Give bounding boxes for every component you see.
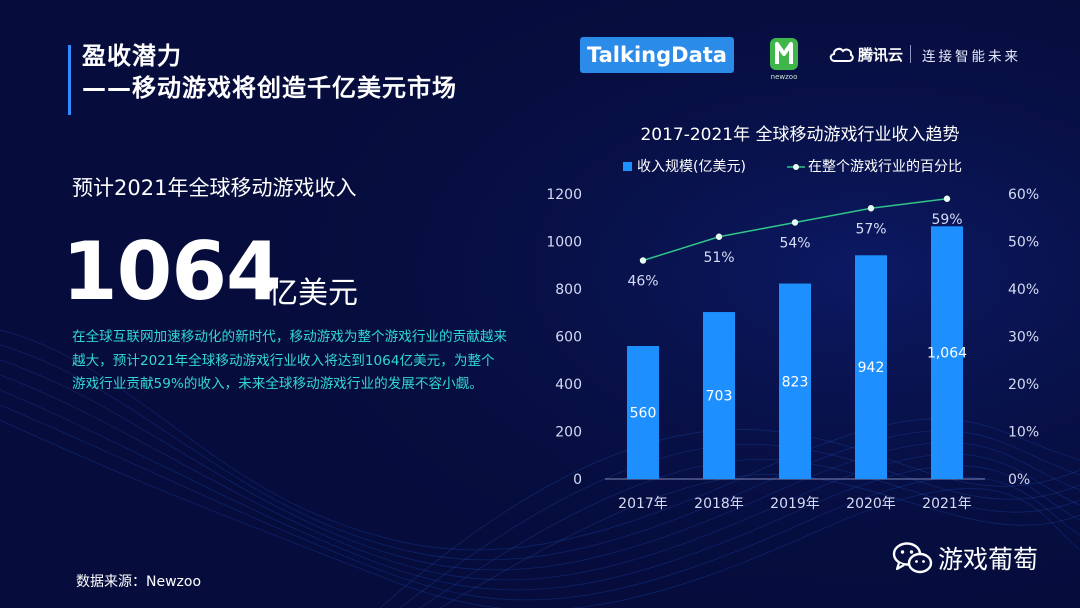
revenue-unit: 亿美元 [268, 276, 358, 311]
legend-label-bar: 收入规模(亿美元) [637, 159, 746, 175]
bar-value-label: 703 [706, 389, 733, 405]
line-value-label: 51% [703, 250, 734, 266]
newzoo-wordmark: newzoo [770, 73, 798, 81]
y-left-tick-label: 1200 [546, 187, 582, 203]
y-right-tick-label: 60% [1008, 187, 1039, 203]
y-left-tick-label: 800 [555, 282, 582, 298]
legend-swatch-bar [623, 162, 632, 171]
line-value-label: 57% [855, 221, 886, 237]
line-point [943, 195, 951, 202]
y-left-tick-label: 200 [555, 425, 582, 441]
x-tick-label: 2021年 [922, 496, 972, 512]
line-point [639, 257, 647, 264]
x-tick-label: 2018年 [694, 496, 744, 512]
wechat-icon [892, 542, 933, 574]
data-source: 数据来源：Newzoo [76, 574, 202, 590]
revenue-chart: 2017-2021年 全球移动游戏行业收入趋势 收入规模(亿美元) 在整个游戏行业… [546, 125, 1039, 512]
y-left-tick-label: 400 [555, 377, 582, 393]
chart-axes: 0 200 400 600 800 1000 1200 0% 10% 20% 30% 40% 50% 60… [546, 187, 1039, 512]
talkingdata-logo: TalkingData [580, 37, 734, 73]
y-right-tick-label: 30% [1008, 330, 1039, 346]
bar-value-label: 1,064 [927, 346, 967, 362]
description-paragraph: 在全球互联网加速移动化的新时代，移动游戏为整个游戏行业的贡献越来越大，预计202… [72, 329, 507, 392]
bar-value-label: 942 [858, 360, 885, 376]
line-value-label: 46% [627, 274, 658, 290]
page-subtitle: ——移动游戏将创造千亿美元市场 [82, 74, 457, 102]
page-title: 盈收潜力 [82, 42, 182, 70]
y-left-tick-label: 600 [555, 330, 582, 346]
y-right-tick-label: 20% [1008, 377, 1039, 393]
title-accent-bar [68, 45, 71, 115]
line-point [867, 205, 875, 212]
bar-series: 560 703 823 942 1,064 [627, 226, 967, 479]
bar-value-label: 823 [782, 374, 809, 390]
y-right-tick-label: 10% [1008, 425, 1039, 441]
legend-marker-line [793, 164, 799, 170]
x-tick-label: 2017年 [618, 496, 668, 512]
forecast-heading: 预计2021年全球移动游戏收入 [72, 176, 357, 200]
cloud-icon [829, 47, 854, 62]
bar [703, 312, 735, 479]
bar [779, 283, 811, 479]
chart-legend: 收入规模(亿美元) 在整个游戏行业的百分比 [623, 159, 962, 175]
y-right-tick-label: 40% [1008, 282, 1039, 298]
y-left-tick-label: 1000 [546, 235, 582, 251]
logo-divider [910, 45, 911, 63]
bar [627, 346, 659, 479]
chart-title: 2017-2021年 全球移动游戏行业收入趋势 [640, 125, 959, 145]
x-tick-label: 2019年 [770, 496, 820, 512]
y-right-tick-label: 0% [1008, 472, 1030, 488]
line-value-label: 59% [931, 212, 962, 228]
line-value-label: 54% [779, 236, 810, 252]
bar [855, 255, 887, 479]
line-series: 46% 51% 54% 57% 59% [627, 195, 963, 290]
y-left-tick-label: 0 [573, 472, 582, 488]
newzoo-logo [770, 38, 798, 70]
revenue-big-number: 1064 [62, 225, 282, 318]
bar [931, 226, 963, 479]
x-tick-label: 2020年 [846, 496, 896, 512]
wechat-account-name: 游戏葡萄 [938, 545, 1039, 574]
bar-value-label: 560 [630, 406, 657, 422]
y-right-tick-label: 50% [1008, 235, 1039, 251]
tencent-slogan: 连接智能未来 [922, 49, 1021, 65]
line-point [791, 219, 799, 226]
tencent-cloud-logo: 腾讯云 [858, 46, 904, 64]
legend-label-line: 在整个游戏行业的百分比 [808, 159, 962, 175]
line-point [715, 233, 723, 240]
